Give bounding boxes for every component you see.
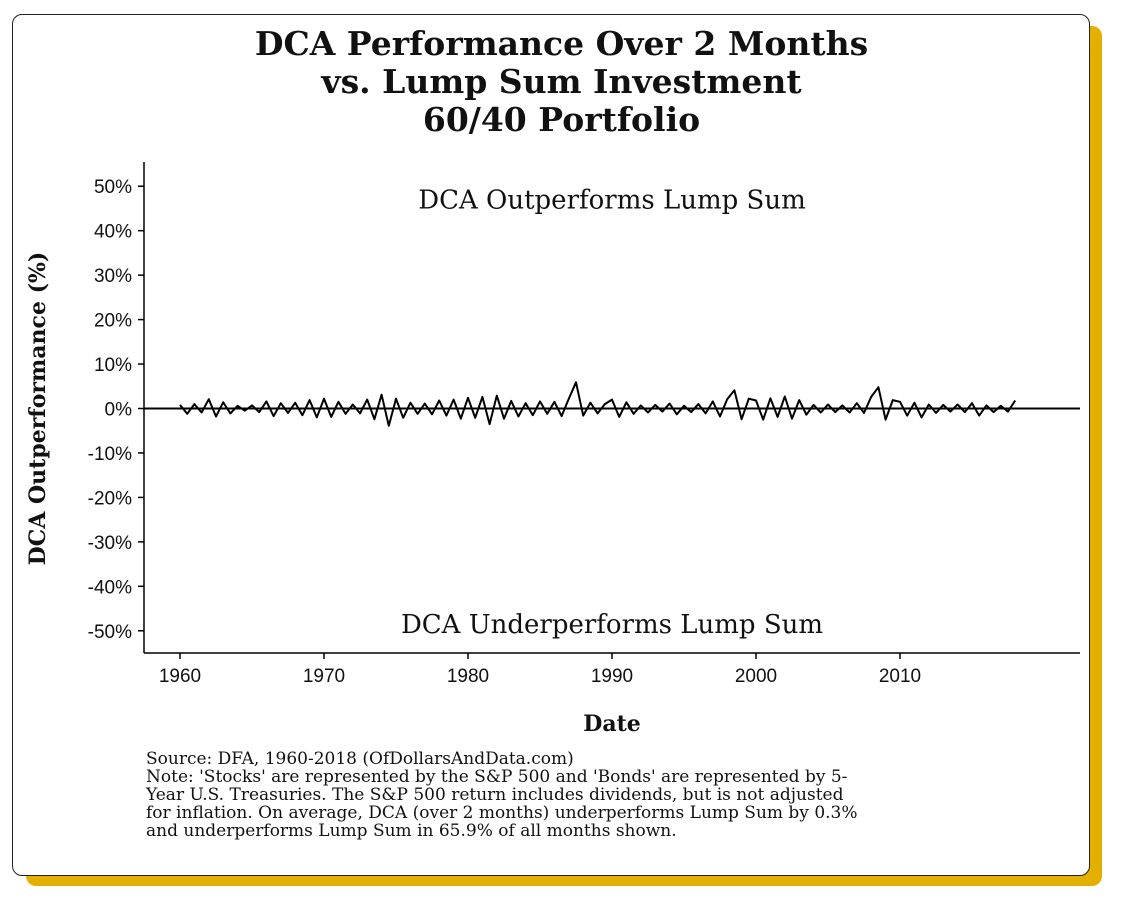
annotation-outperforms: DCA Outperforms Lump Sum — [418, 186, 806, 216]
footnote-source: Source: DFA, 1960-2018 (OfDollarsAndData… — [146, 749, 574, 769]
chart-title-line-3: 60/40 Portfolio — [422, 100, 701, 139]
footnote-note-line: Year U.S. Treasuries. The S&P 500 return… — [146, 785, 844, 805]
y-tick-label: -20% — [88, 488, 132, 509]
y-tick-label: 10% — [94, 355, 132, 376]
y-axis-ticks: 50% 40% 30% 20% 10% 0% -10% -20% -30% -40% -50% — [88, 177, 144, 643]
y-tick-label: 50% — [94, 177, 132, 198]
y-tick-label: 40% — [94, 222, 132, 243]
y-axis-label: DCA Outperformance (%) — [25, 252, 51, 566]
footnote-note-line: for inflation. On average, DCA (over 2 m… — [146, 803, 858, 823]
chart-title-line-1: DCA Performance Over 2 Months — [254, 24, 869, 63]
x-tick-label: 1990 — [591, 666, 633, 687]
x-tick-label: 2010 — [879, 666, 921, 687]
annotation-underperforms: DCA Underperforms Lump Sum — [401, 610, 823, 640]
y-tick-label: 0% — [105, 400, 133, 421]
footnote-note-line: Note: 'Stocks' are represented by the S&… — [146, 767, 848, 787]
y-tick-label: -30% — [88, 533, 132, 554]
x-axis-ticks: 1960 1970 1980 1990 2000 2010 — [159, 653, 921, 687]
footnote: Source: DFA, 1960-2018 (OfDollarsAndData… — [146, 750, 1016, 840]
footnote-note-line: and underperforms Lump Sum in 65.9% of a… — [146, 821, 677, 841]
x-tick-label: 1970 — [303, 666, 345, 687]
chart-title-line-2: vs. Lump Sum Investment — [321, 62, 802, 101]
y-tick-label: -40% — [88, 577, 132, 598]
y-tick-label: -50% — [88, 622, 132, 643]
y-tick-label: 20% — [94, 311, 132, 332]
y-tick-label: -10% — [88, 444, 132, 465]
chart-card — [12, 14, 1090, 876]
y-tick-label: 30% — [94, 266, 132, 287]
series-line — [179, 381, 1017, 427]
x-axis-label: Date — [583, 711, 641, 737]
x-tick-label: 2000 — [735, 666, 777, 687]
x-tick-label: 1960 — [159, 666, 201, 687]
x-tick-label: 1980 — [447, 666, 489, 687]
